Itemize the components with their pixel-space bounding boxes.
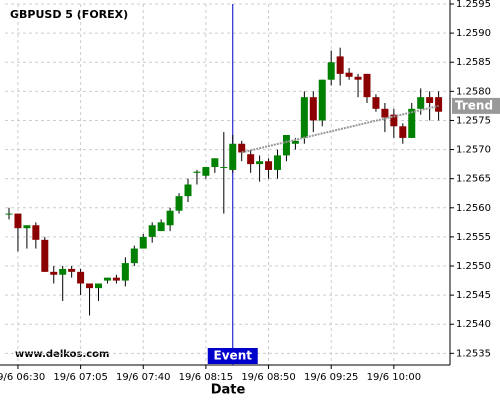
candle-body — [148, 225, 156, 237]
candle-body — [399, 126, 407, 138]
candle-body — [345, 72, 353, 77]
x-tick-label: 19/6 06:30 — [0, 372, 45, 383]
x-tick-label: 19/6 07:40 — [116, 372, 170, 383]
candle-body — [256, 161, 264, 165]
candle-body — [426, 97, 434, 103]
candle-body — [157, 222, 165, 232]
event-label-box — [207, 348, 258, 364]
trend-line — [241, 104, 439, 154]
candle-body — [291, 140, 299, 144]
y-tick-label: 1.2585 — [456, 57, 491, 68]
candle-body — [41, 239, 49, 272]
chart-title: GBPUSD 5 (FOREX) — [10, 8, 128, 21]
candle-body — [229, 143, 237, 170]
candle-body — [23, 225, 31, 229]
candle-body — [130, 248, 138, 264]
event-label: Event — [214, 349, 253, 363]
candle-body — [59, 268, 67, 275]
candle-body — [372, 97, 380, 109]
y-tick-label: 1.2565 — [456, 174, 491, 185]
candle-body — [211, 158, 219, 168]
y-tick-label: 1.2550 — [456, 261, 491, 272]
candle-body — [390, 114, 398, 127]
x-tick-label: 19/6 09:25 — [304, 372, 358, 383]
candle-body — [309, 97, 317, 121]
candle-body — [417, 97, 425, 109]
y-tick-label: 1.2575 — [456, 115, 491, 126]
candle-body — [166, 210, 174, 226]
candle-body — [265, 161, 273, 170]
candle-body — [32, 225, 40, 240]
trend-label: Trend — [455, 98, 493, 112]
x-tick-label: 19/6 08:50 — [241, 372, 295, 383]
y-tick-label: 1.2535 — [456, 348, 491, 359]
candle-body — [247, 154, 255, 165]
candle-body — [193, 171, 201, 173]
y-tick-label: 1.2595 — [456, 0, 491, 10]
y-tick-label: 1.2570 — [456, 145, 491, 156]
y-tick-label: 1.2560 — [456, 203, 491, 214]
x-tick-label: 19/6 07:05 — [53, 372, 107, 383]
candle-body — [327, 62, 335, 80]
y-tick-label: 1.2580 — [456, 86, 491, 97]
candle-body — [175, 196, 183, 211]
candle-body — [77, 271, 85, 284]
candle-body — [300, 97, 308, 138]
candle-body — [50, 271, 58, 275]
candle-body — [14, 213, 22, 229]
y-tick-label: 1.2555 — [456, 232, 491, 243]
x-tick-label: 19/6 10:00 — [367, 372, 421, 383]
candle-body — [95, 283, 102, 289]
candle-body — [282, 135, 290, 156]
candle-body — [139, 236, 147, 249]
trend-label-box — [452, 97, 500, 114]
candle-body — [408, 108, 416, 138]
candle-body — [274, 155, 281, 170]
candle-body — [220, 167, 228, 169]
candle-body — [5, 213, 13, 215]
candle-body — [121, 263, 129, 281]
candle-body — [336, 56, 344, 74]
watermark: www.delkos.com — [15, 349, 109, 360]
x-axis-label: Date — [211, 383, 246, 398]
candle-body — [354, 76, 362, 80]
candle-body — [363, 73, 371, 98]
y-tick-label: 1.2590 — [456, 28, 491, 39]
candle-body — [381, 108, 389, 118]
candle-body — [184, 184, 192, 197]
candle-body — [238, 143, 246, 153]
x-tick-label: 19/6 08:15 — [179, 372, 233, 383]
candle-body — [112, 277, 120, 281]
y-tick-label: 1.2545 — [456, 290, 491, 301]
candle-body — [86, 283, 94, 289]
candle-body — [68, 268, 76, 272]
candle-body — [202, 167, 210, 176]
candle-body — [318, 79, 326, 121]
candle-body — [103, 277, 111, 281]
y-tick-label: 1.2540 — [456, 319, 491, 330]
candle-body — [435, 97, 443, 112]
